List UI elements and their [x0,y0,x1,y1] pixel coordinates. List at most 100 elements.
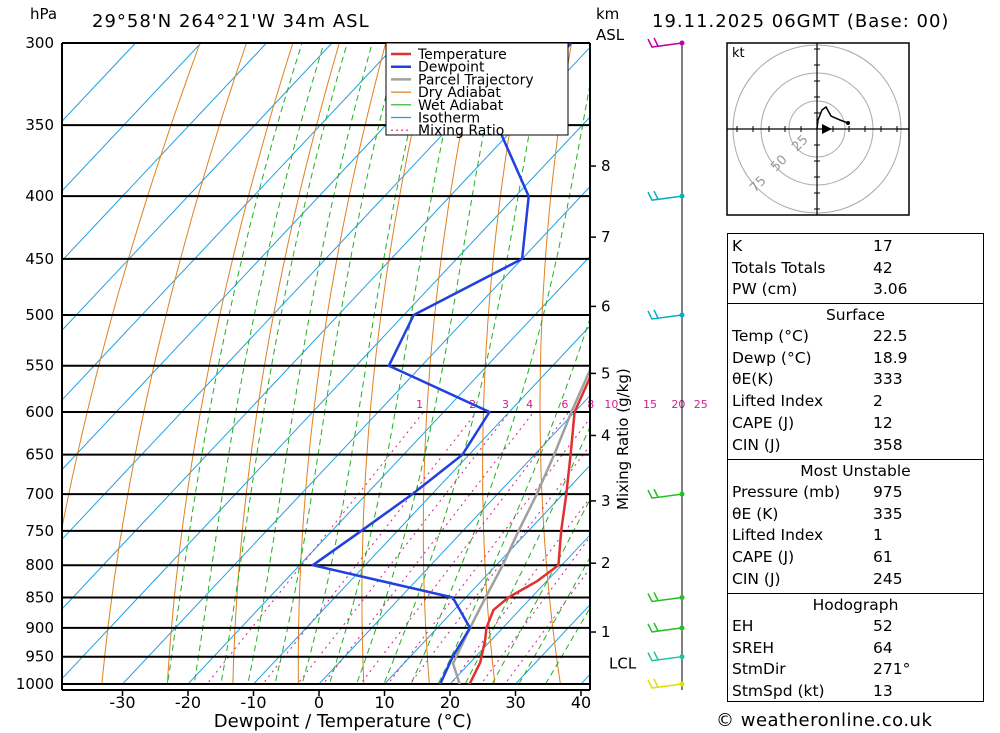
pressure-tick-label: 400 [25,187,54,205]
isobars [62,42,590,685]
isotherm-line [62,43,530,541]
index-label: Totals Totals [732,258,826,277]
lcl-label: LCL [609,654,637,672]
index-label: SREH [732,638,775,657]
wind-barb-stroke [647,309,683,320]
pressure-tick-label: 450 [25,250,54,268]
wet-adiabat-line [410,81,590,684]
mixing-ratio-label: 6 [561,398,568,411]
dry-adiabat-line [166,43,294,684]
index-row: Pressure (mb) 975 [732,482,979,503]
mixing-ratio-label: 25 [694,398,708,411]
temp-tick-label: -10 [240,693,266,712]
index-value: 271° [873,660,911,679]
index-label: θE (K) [732,504,779,523]
index-value: 3.06 [873,280,908,299]
km-tick-label: 8 [601,157,611,175]
isotherm-line [449,534,590,684]
wind-barb [647,622,683,633]
wind-barb [647,37,683,48]
index-value: 61 [873,548,893,567]
mixing-ratio-label: 20 [671,398,685,411]
km-tick-label: 3 [601,492,611,510]
dry-adiabat-line [539,43,572,684]
wet-adiabat-line [193,43,325,684]
pressure-tick-label: 500 [25,306,54,324]
temp-tick-label: -20 [175,693,201,712]
index-row: Totals Totals 42 [732,258,979,279]
pressure-tick-label: 300 [25,34,54,52]
isotherm-line [318,394,590,684]
mixing-ratio-line [450,496,590,684]
x-axis-title: Dewpoint / Temperature (°C) [214,711,472,732]
mixing-ratio-line [504,567,590,684]
km-tick-label: 6 [601,297,611,315]
index-row: StmDir 271° [732,659,979,680]
wind-barb-stroke [647,678,683,689]
index-label: CAPE (J) [732,548,795,567]
index-label: CIN (J) [732,435,781,454]
km-tick-label: 2 [601,554,611,572]
isotherm-line [62,43,333,332]
wind-barb-stroke [647,592,683,603]
wind-barb [647,190,683,201]
index-row: Temp (°C) 22.5 [732,326,979,347]
pressure-tick-label: 600 [25,403,54,421]
pressure-unit-label: hPa [30,5,58,23]
hodograph-unit-label: kt [732,46,745,61]
dry-adiabat-line [297,43,387,684]
parcel-trajectory-line [451,367,590,684]
temp-tick-label: 0 [314,693,324,712]
index-value: 52 [873,617,893,635]
pressure-tick-label: 700 [25,485,54,503]
index-label: CIN (J) [732,569,781,588]
index-label: K [732,237,743,255]
index-row: EH 52 [732,616,979,637]
mixing-ratio-label: 2 [469,398,476,411]
pressure-tick-label: 950 [25,648,54,666]
dry-adiabat-line [422,43,480,684]
isotherm-line [62,116,590,680]
wind-barb [647,678,683,689]
mixing-ratio-label: 10 [604,398,618,411]
wind-barb-stroke [647,488,683,499]
mixing-ratio-label: 4 [526,398,533,411]
pressure-tick-label: 850 [25,588,54,606]
isotherm-line [121,185,590,684]
index-label: Pressure (mb) [732,483,841,501]
wind-barbs [647,37,685,690]
isotherm-line [62,43,399,401]
pressure-tick-label: 550 [25,357,54,375]
mixing-ratio-line [387,417,590,684]
pressure-tick-label: 1000 [16,675,54,693]
isotherm-line [62,43,464,471]
index-label: Dewp (°C) [732,348,812,367]
legend-label: Temperature [417,47,507,63]
index-row: CIN (J) 358 [732,435,979,456]
wind-barb [647,592,683,603]
index-row: Lifted Index 1 [732,525,979,546]
dry-adiabat-line [101,43,248,684]
mixing-ratio-axis-title: Mixing Ratio (g/kg) [614,368,632,510]
index-value: 333 [873,370,903,389]
index-label: Lifted Index [732,392,824,411]
index-row: Dewp (°C) 18.9 [732,348,979,369]
legend-label: Dewpoint [418,60,485,76]
legend-label: Mixing Ratio [418,123,504,139]
index-value: 13 [873,682,893,701]
height-unit-km: km [596,5,620,23]
wind-barb [647,488,683,499]
dry-adiabat-line [988,25,1000,710]
mixing-ratio-label: 1 [416,398,423,411]
dry-adiabat-line [361,43,433,684]
wind-barb-stroke [647,651,683,662]
legend-label: Dry Adiabat [418,85,501,101]
storm-motion-marker [822,124,832,134]
isotherm-line [252,325,590,684]
most-unstable-section-title: Most Unstable [800,462,911,480]
wet-adiabat-line [383,43,547,684]
dewpoint-line [311,43,573,684]
pressure-tick-label: 650 [25,446,54,464]
wet-adiabat-line [328,43,464,684]
